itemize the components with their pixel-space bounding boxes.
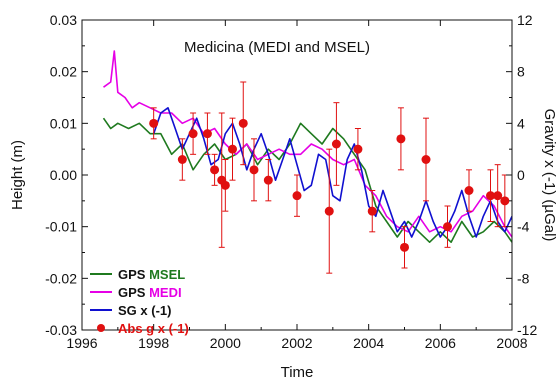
x-tick-label: 2002 xyxy=(281,335,312,351)
x-tick-label: 1998 xyxy=(138,335,169,351)
abs-g-point xyxy=(500,196,510,206)
abs-g-point xyxy=(149,118,159,128)
y2-tick-label: 4 xyxy=(517,115,525,131)
y-tick-label: 0.01 xyxy=(50,115,77,131)
abs-g-point xyxy=(367,206,377,216)
y-axis-title: Height (m) xyxy=(9,140,26,210)
y-tick-label: 0.00 xyxy=(50,167,77,183)
y2-tick-label: -4 xyxy=(517,219,530,235)
series-line-gps-msel xyxy=(102,117,512,243)
x-tick-label: 2000 xyxy=(210,335,241,351)
legend-label: SG x (-1) xyxy=(118,303,171,318)
abs-g-point xyxy=(188,129,198,139)
x-tick-label: 2004 xyxy=(353,335,384,351)
abs-g-point xyxy=(177,155,187,164)
chart-title: Medicina (MEDI and MSEL) xyxy=(184,39,370,56)
x-tick-label: 2008 xyxy=(496,335,527,351)
x-tick-label: 1996 xyxy=(66,335,97,351)
abs-g-point xyxy=(396,134,406,144)
series-line-sg-x-1 xyxy=(152,107,512,238)
abs-g-point xyxy=(421,155,431,164)
y-tick-label: 0.03 xyxy=(50,12,77,28)
abs-g-point xyxy=(400,242,409,252)
y2-tick-label: -8 xyxy=(517,270,530,286)
abs-g-point xyxy=(324,206,334,216)
y2-tick-label: 8 xyxy=(517,64,525,80)
abs-g-point xyxy=(331,139,341,149)
abs-g-point xyxy=(210,165,220,175)
abs-g-point xyxy=(249,165,259,175)
abs-g-layer xyxy=(149,118,510,252)
ticks-layer xyxy=(81,19,513,331)
errorbar-layer xyxy=(150,81,508,274)
abs-g-point xyxy=(443,222,452,232)
legend-label: GPS MSEL xyxy=(118,267,185,282)
x-tick-label: 2006 xyxy=(425,335,456,351)
abs-g-point xyxy=(263,175,273,185)
legend-label: GPS MEDI xyxy=(118,285,182,300)
y2-tick-label: -12 xyxy=(517,322,537,338)
series-layer xyxy=(102,50,512,243)
abs-g-point xyxy=(493,191,503,201)
y2-tick-label: 0 xyxy=(517,167,525,183)
x-axis-title: Time xyxy=(281,364,314,381)
legend: GPS MSEL GPS MEDI SG x (-1) Abs g x (-1) xyxy=(90,267,189,336)
y-tick-label: -0.01 xyxy=(45,219,77,235)
series-line-gps-medi xyxy=(103,50,512,238)
abs-g-point xyxy=(228,144,237,154)
legend-swatch xyxy=(97,324,105,332)
abs-g-point xyxy=(486,191,495,201)
abs-g-point xyxy=(464,186,474,195)
abs-g-point xyxy=(238,118,248,128)
abs-g-point xyxy=(220,180,230,190)
abs-g-point xyxy=(292,191,302,201)
y2-axis-title: Gravity x (-1) (µGal) xyxy=(541,109,558,242)
legend-label: Abs g x (-1) xyxy=(118,321,189,336)
y-tick-label: 0.02 xyxy=(50,64,77,80)
tick-labels-layer: 1996 1998 2000 2002 2004 2006 2008 -0.03 -0.02 -0… xyxy=(45,12,537,351)
y2-tick-label: 12 xyxy=(517,12,533,28)
y-tick-label: -0.02 xyxy=(45,270,77,286)
y-tick-label: -0.03 xyxy=(45,322,77,338)
abs-g-point xyxy=(202,129,212,139)
abs-g-point xyxy=(353,144,363,154)
